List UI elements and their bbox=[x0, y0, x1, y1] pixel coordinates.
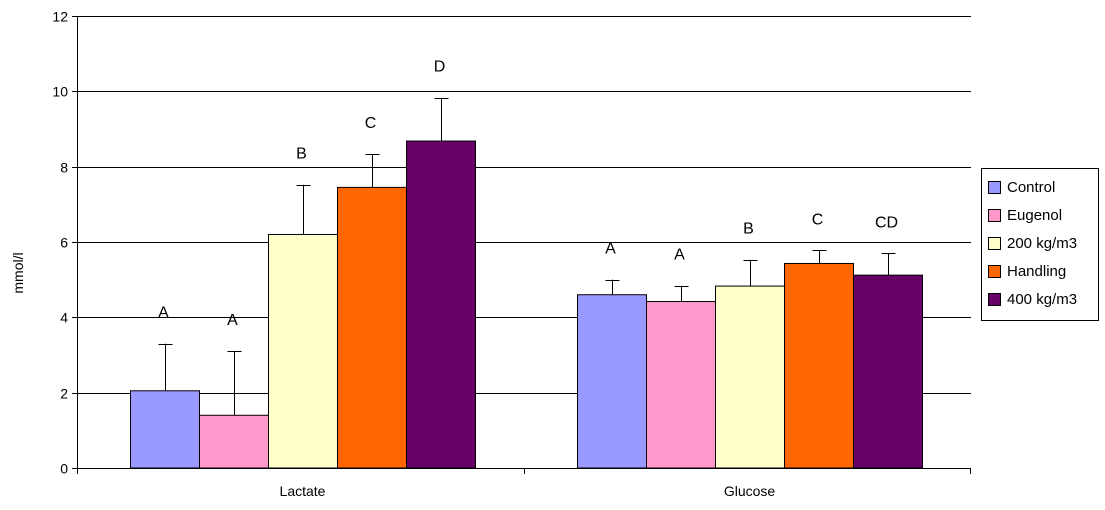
legend: Control Eugenol 200 kg/m3 Handling 400 k… bbox=[981, 168, 1099, 321]
y-tick-label: 12 bbox=[52, 9, 68, 25]
axes: 0 2 4 6 8 10 12 Lactate Glucose bbox=[52, 9, 971, 499]
legend-item-handling: Handling bbox=[982, 257, 1098, 285]
significance-letter: A bbox=[227, 312, 238, 329]
legend-label: Handling bbox=[1007, 262, 1067, 280]
significance-letter: CD bbox=[875, 214, 898, 231]
bar bbox=[337, 186, 407, 469]
bar bbox=[577, 294, 647, 469]
y-tick-label: 2 bbox=[60, 386, 68, 402]
legend-swatch bbox=[988, 236, 1001, 250]
significance-letter: B bbox=[743, 221, 754, 238]
legend-item-eugenol: Eugenol bbox=[982, 201, 1098, 229]
significance-letter: A bbox=[674, 247, 685, 264]
bars bbox=[130, 140, 923, 469]
y-tick-label: 4 bbox=[60, 310, 68, 326]
legend-label: 200 kg/m3 bbox=[1007, 234, 1078, 252]
x-tick-label: Glucose bbox=[724, 483, 776, 499]
bar bbox=[199, 414, 269, 469]
y-axis-title: mmol/l bbox=[10, 252, 26, 293]
legend-item-control: Control bbox=[982, 173, 1098, 201]
y-tick-label: 10 bbox=[52, 84, 68, 100]
legend-swatch bbox=[988, 292, 1001, 306]
y-tick-label: 8 bbox=[60, 160, 68, 176]
bar bbox=[715, 285, 785, 469]
legend-item-400kgm3: 400 kg/m3 bbox=[982, 285, 1098, 313]
significance-letter: C bbox=[812, 211, 824, 228]
significance-letter: A bbox=[158, 305, 169, 322]
bar bbox=[646, 301, 716, 469]
bar bbox=[406, 140, 476, 469]
legend-swatch bbox=[988, 208, 1001, 222]
legend-label: Eugenol bbox=[1007, 206, 1063, 224]
y-tick-label: 6 bbox=[60, 235, 68, 251]
legend-swatch bbox=[988, 180, 1001, 194]
legend-swatch bbox=[988, 264, 1001, 278]
significance-letter: A bbox=[605, 241, 616, 258]
y-tick-label: 0 bbox=[60, 461, 68, 477]
significance-letter: D bbox=[434, 59, 446, 76]
legend-label: 400 kg/m3 bbox=[1007, 290, 1078, 308]
error-bars bbox=[158, 97, 896, 416]
significance-letter: C bbox=[365, 115, 377, 132]
legend-item-200kgm3: 200 kg/m3 bbox=[982, 229, 1098, 257]
x-tick-label: Lactate bbox=[280, 483, 326, 499]
legend-label: Control bbox=[1007, 178, 1056, 196]
bar bbox=[853, 274, 923, 469]
significance-letter: B bbox=[296, 146, 307, 163]
bar bbox=[784, 262, 854, 469]
bar bbox=[268, 233, 338, 469]
bar bbox=[130, 390, 200, 469]
